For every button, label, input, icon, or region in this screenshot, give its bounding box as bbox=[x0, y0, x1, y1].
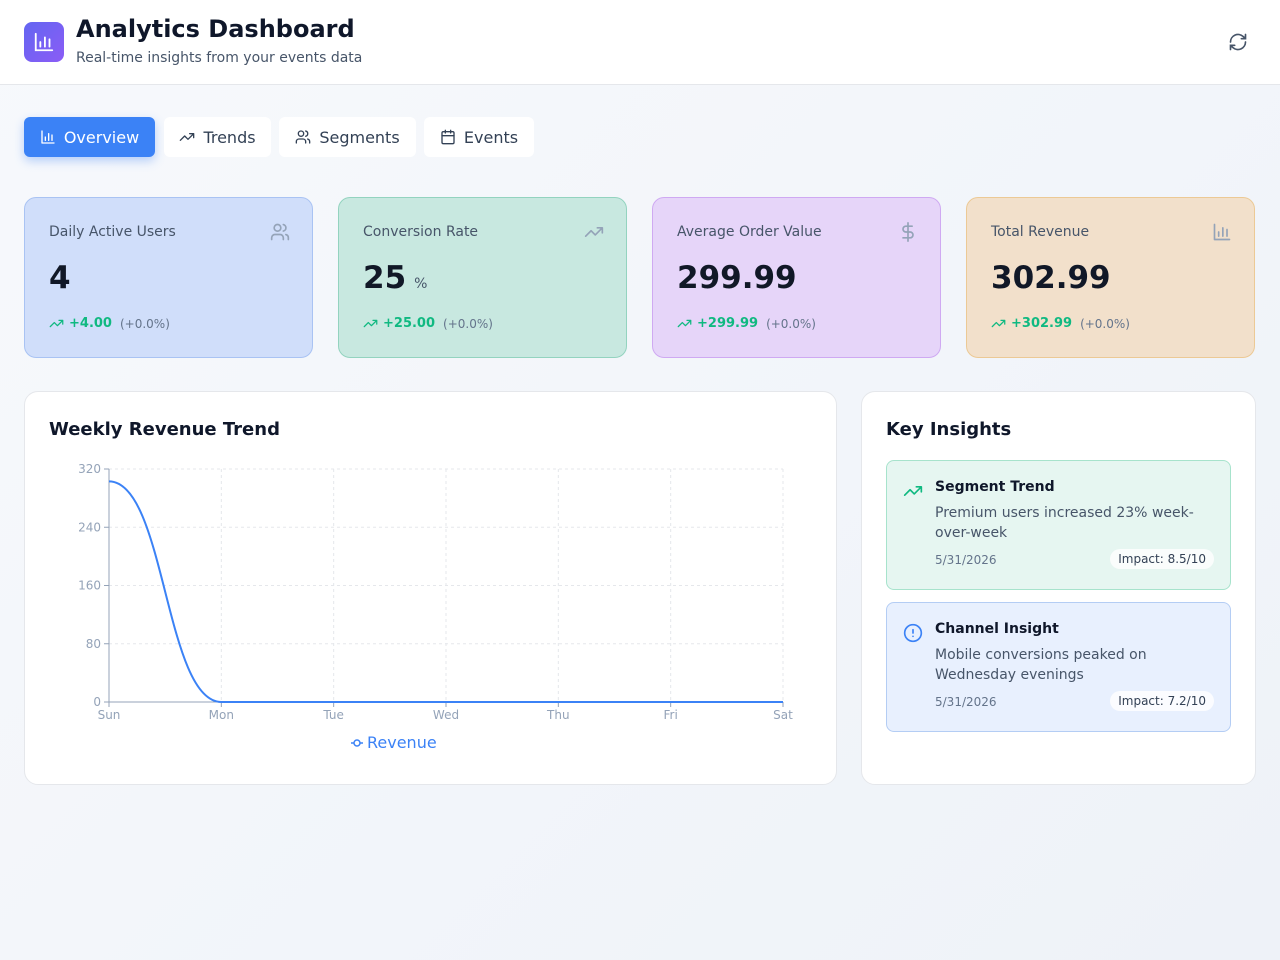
x-tick-label: Mon bbox=[209, 708, 234, 722]
x-tick-label: Sat bbox=[773, 708, 793, 722]
kpi-value: 299.99 bbox=[677, 260, 797, 296]
change-pct: (+0.0%) bbox=[1080, 316, 1130, 331]
kpi-number: 25 bbox=[363, 260, 407, 296]
icon bbox=[991, 319, 1006, 328]
change-value: +25.00 bbox=[383, 316, 436, 331]
kpi-unit: % bbox=[414, 276, 428, 292]
kpi-card: Conversion Rate 25% +25.00 (+0.0%) bbox=[338, 197, 627, 358]
refresh-button[interactable] bbox=[1228, 32, 1248, 52]
x-tick-label: Sun bbox=[98, 708, 121, 722]
change-pct: (+0.0%) bbox=[766, 316, 816, 331]
kpi-card: Daily Active Users 4 +4.00 (+0.0%) bbox=[24, 197, 313, 358]
insight-date: 5/31/2026 bbox=[935, 553, 997, 567]
icon bbox=[902, 222, 914, 242]
icon bbox=[677, 319, 692, 328]
change-value: +4.00 bbox=[69, 316, 112, 331]
x-tick-label: Fri bbox=[664, 708, 678, 722]
insight-date: 5/31/2026 bbox=[935, 695, 997, 709]
icon bbox=[41, 130, 55, 144]
kpi-icon bbox=[270, 222, 290, 246]
tab-label: Segments bbox=[319, 127, 400, 147]
line bbox=[108, 480, 783, 703]
kpi-number: 299.99 bbox=[677, 260, 797, 296]
icon bbox=[295, 130, 311, 144]
insight: Segment Trend Premium users increased 23%… bbox=[886, 460, 1231, 590]
kpi-icon bbox=[898, 222, 918, 246]
kpi-icon bbox=[1212, 222, 1232, 246]
x-tick-label: Wed bbox=[433, 708, 459, 722]
icon bbox=[180, 133, 195, 141]
icon bbox=[903, 623, 923, 643]
icon bbox=[270, 223, 290, 241]
icon bbox=[363, 319, 378, 328]
icon bbox=[49, 319, 64, 328]
x-tick-label: Tue bbox=[322, 708, 344, 722]
insight: Channel Insight Mobile conversions peaked… bbox=[886, 602, 1231, 732]
kpi-number: 302.99 bbox=[991, 260, 1111, 296]
kpi-card: Average Order Value 299.99 +299.99 (+0.0%) bbox=[652, 197, 941, 358]
insight-text: Mobile conversions peaked on Wednesday e… bbox=[935, 647, 1147, 683]
subtitle: Real-time insights from your events data bbox=[76, 50, 363, 66]
kpi-value: 302.99 bbox=[991, 260, 1111, 296]
insight-icon bbox=[903, 623, 923, 647]
icon bbox=[441, 129, 455, 145]
kpi-change: +4.00 (+0.0%) bbox=[49, 316, 170, 331]
insights-title: Key Insights bbox=[886, 419, 1012, 440]
kpi-value: 4 bbox=[49, 260, 71, 296]
insight-title: Segment Trend bbox=[935, 479, 1055, 495]
change-pct: (+0.0%) bbox=[443, 316, 493, 331]
chart-title: Weekly Revenue Trend bbox=[49, 419, 280, 440]
y-tick-label: 320 bbox=[78, 462, 101, 476]
tab[interactable]: Events bbox=[424, 117, 534, 157]
chart: 0 80 160 240 320 Sun Mon Tue Wed Thu Fri Sat Revenue bbox=[78, 462, 793, 752]
legend-label: Revenue bbox=[367, 733, 437, 752]
icon bbox=[903, 486, 923, 496]
insight-impact: Impact: 8.5/10 bbox=[1110, 549, 1214, 569]
y-tick-label: 0 bbox=[93, 695, 101, 709]
kpi-label: Daily Active Users bbox=[49, 224, 176, 240]
change-pct: (+0.0%) bbox=[119, 316, 170, 331]
insight-text: Premium users increased 23% week-over-we… bbox=[935, 505, 1194, 541]
chart-card: Weekly Revenue Trend 0 80 160 240 320 Sun Mon T… bbox=[24, 391, 837, 785]
tab[interactable]: Trends bbox=[164, 117, 271, 157]
kpi-card: Total Revenue 302.99 +302.99 (+0.0%) bbox=[966, 197, 1255, 358]
kpi-change: +25.00 (+0.0%) bbox=[363, 316, 493, 331]
logo bbox=[24, 22, 64, 62]
tab-label: Overview bbox=[63, 127, 140, 147]
insight-impact: Impact: 7.2/10 bbox=[1110, 691, 1214, 711]
kpi-change: +302.99 (+0.0%) bbox=[991, 316, 1130, 331]
insight-title: Channel Insight bbox=[935, 621, 1059, 637]
kpi-icon bbox=[584, 222, 604, 246]
insight-icon bbox=[903, 481, 923, 505]
y-tick-label: 240 bbox=[78, 520, 101, 534]
kpi-label: Average Order Value bbox=[677, 224, 822, 240]
tab[interactable]: Segments bbox=[279, 117, 416, 157]
x-tick-label: Thu bbox=[546, 708, 570, 722]
header: Analytics Dashboard Real-time insights f… bbox=[0, 0, 1280, 85]
kpi-change: +299.99 (+0.0%) bbox=[677, 316, 816, 331]
icon bbox=[584, 227, 604, 237]
change-value: +302.99 bbox=[1011, 316, 1073, 331]
legend-dot bbox=[353, 739, 361, 747]
icon bbox=[1213, 223, 1231, 241]
kpi-label: Total Revenue bbox=[991, 224, 1090, 240]
insights-card: Key Insights Segment Trend Premium users … bbox=[861, 391, 1256, 785]
y-tick-label: 160 bbox=[78, 579, 101, 593]
kpi-value: 25% bbox=[363, 260, 427, 296]
y-tick-label: 80 bbox=[86, 637, 101, 651]
tab-label: Trends bbox=[203, 127, 256, 147]
tab[interactable]: Overview bbox=[24, 117, 155, 157]
change-value: +299.99 bbox=[697, 316, 759, 331]
title: Analytics Dashboard bbox=[76, 15, 355, 43]
tab-label: Events bbox=[463, 127, 519, 147]
kpi-number: 4 bbox=[49, 260, 71, 296]
kpi-label: Conversion Rate bbox=[363, 224, 479, 240]
